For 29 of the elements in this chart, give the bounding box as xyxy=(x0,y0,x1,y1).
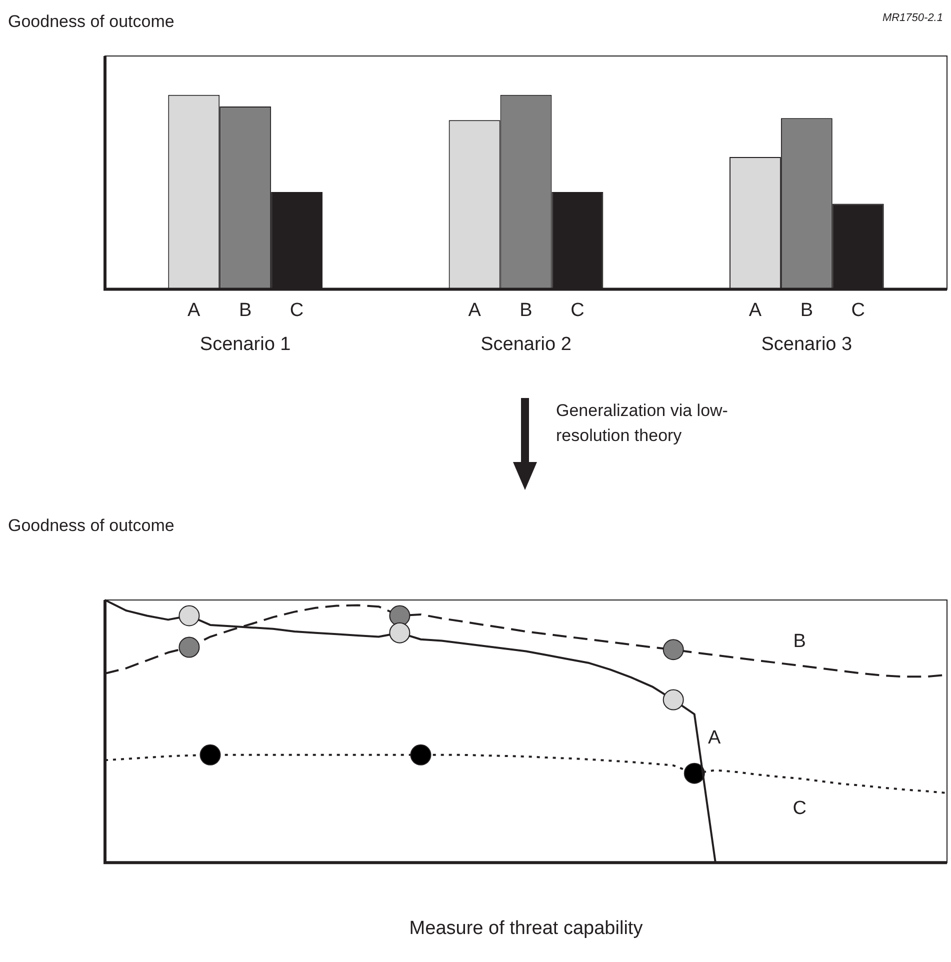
x-tick-label: Scenario 3 xyxy=(761,334,852,355)
point xyxy=(389,622,410,644)
point xyxy=(662,689,684,710)
point xyxy=(684,762,705,784)
series-label: A xyxy=(708,727,722,748)
point xyxy=(178,605,200,626)
point xyxy=(389,605,410,626)
y-axis-title: Goodness of outcome xyxy=(8,12,174,32)
text: MR1750-2.1 xyxy=(882,12,943,24)
point xyxy=(410,744,432,766)
text: A xyxy=(468,300,481,321)
x-tick-label: Scenario 1 xyxy=(200,334,291,355)
point xyxy=(178,636,200,658)
text: B xyxy=(520,300,532,321)
text: Generalization via low-resolution theory xyxy=(556,400,729,447)
text: C xyxy=(851,300,865,321)
series-label: B xyxy=(238,300,252,321)
text: B xyxy=(800,300,814,321)
x-axis-title: Measure of threat capability xyxy=(408,918,644,940)
x-tick-label: Scenario 2 xyxy=(480,334,572,355)
y-axis-title: Goodness of outcome xyxy=(8,516,174,536)
series-label: B xyxy=(793,630,806,652)
series-label: A xyxy=(188,300,201,321)
point xyxy=(662,639,684,660)
series-label: C xyxy=(792,798,807,819)
text: A xyxy=(748,300,762,321)
point xyxy=(200,744,221,766)
series-label: C xyxy=(290,300,304,321)
text: C xyxy=(570,300,584,321)
